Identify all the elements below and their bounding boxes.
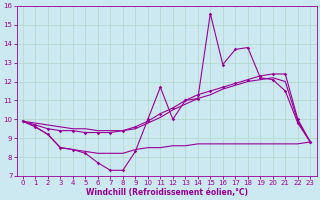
X-axis label: Windchill (Refroidissement éolien,°C): Windchill (Refroidissement éolien,°C) xyxy=(85,188,248,197)
